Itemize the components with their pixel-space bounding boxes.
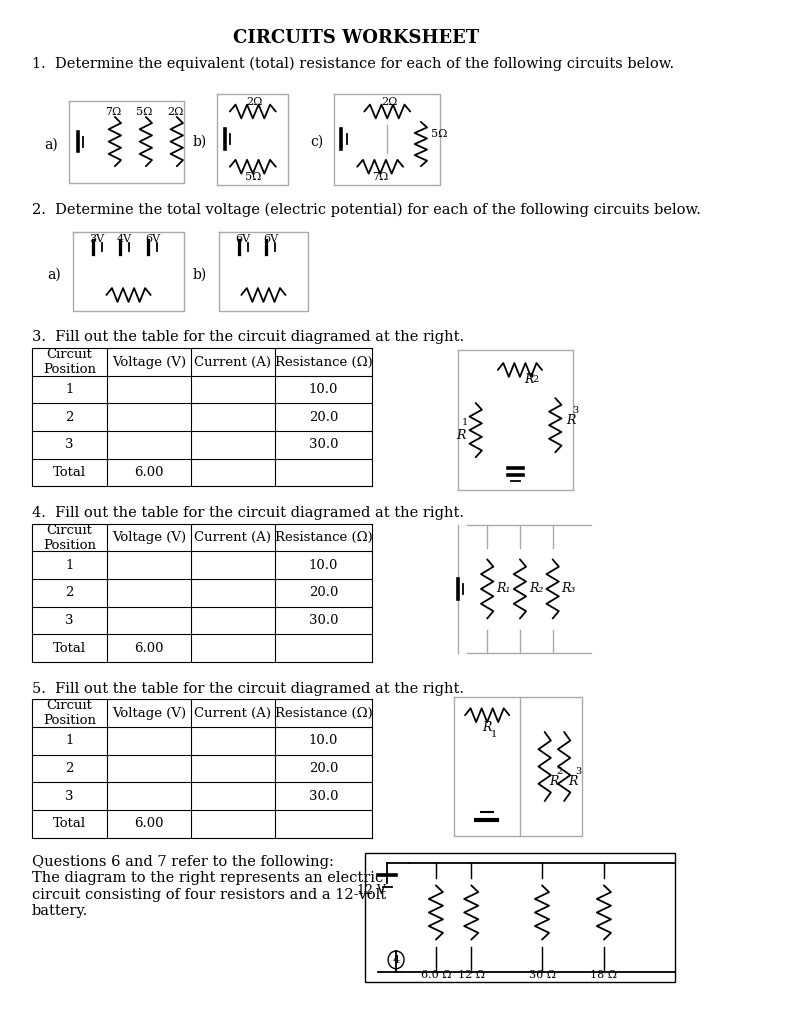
Text: R₃: R₃ bbox=[562, 583, 576, 595]
Text: 3: 3 bbox=[572, 406, 578, 415]
Text: 12 Ω: 12 Ω bbox=[458, 970, 485, 980]
Text: 4.  Fill out the table for the circuit diagramed at the right.: 4. Fill out the table for the circuit di… bbox=[32, 506, 464, 520]
Text: Questions 6 and 7 refer to the following:
The diagram to the right represents an: Questions 6 and 7 refer to the following… bbox=[32, 855, 386, 918]
Text: 2: 2 bbox=[556, 767, 562, 776]
Text: 2Ω: 2Ω bbox=[380, 96, 397, 106]
Text: 2Ω: 2Ω bbox=[167, 106, 184, 117]
Text: Total: Total bbox=[53, 642, 86, 654]
Text: R: R bbox=[524, 374, 534, 386]
Text: b): b) bbox=[192, 135, 206, 150]
Text: Current (A): Current (A) bbox=[195, 707, 271, 720]
Text: 6.0 Ω: 6.0 Ω bbox=[421, 970, 451, 980]
Text: 3: 3 bbox=[65, 790, 74, 803]
Text: 1: 1 bbox=[491, 730, 498, 739]
Text: 7Ω: 7Ω bbox=[372, 172, 388, 181]
Text: R: R bbox=[456, 429, 465, 441]
Text: 4: 4 bbox=[392, 954, 399, 965]
Text: 2: 2 bbox=[65, 762, 74, 775]
Text: 6V: 6V bbox=[236, 233, 251, 244]
Text: R: R bbox=[566, 414, 575, 427]
Text: Current (A): Current (A) bbox=[195, 531, 271, 544]
Text: 20.0: 20.0 bbox=[308, 411, 339, 424]
Text: 5Ω: 5Ω bbox=[431, 129, 448, 139]
Text: 2: 2 bbox=[532, 376, 539, 384]
Text: Total: Total bbox=[53, 466, 86, 479]
Text: 5.  Fill out the table for the circuit diagramed at the right.: 5. Fill out the table for the circuit di… bbox=[32, 682, 464, 695]
Text: 7Ω: 7Ω bbox=[105, 106, 121, 117]
Text: 6V: 6V bbox=[146, 233, 161, 244]
Text: 36 Ω: 36 Ω bbox=[528, 970, 555, 980]
Text: 5Ω: 5Ω bbox=[136, 106, 152, 117]
Text: Resistance (Ω): Resistance (Ω) bbox=[274, 531, 373, 544]
Text: R: R bbox=[569, 775, 578, 787]
Text: Current (A): Current (A) bbox=[195, 355, 271, 369]
Text: 6.00: 6.00 bbox=[134, 642, 164, 654]
Text: 6V: 6V bbox=[263, 233, 278, 244]
Text: 30.0: 30.0 bbox=[308, 614, 339, 627]
Text: R: R bbox=[549, 775, 558, 787]
Text: 6.00: 6.00 bbox=[134, 817, 164, 830]
Text: Resistance (Ω): Resistance (Ω) bbox=[274, 707, 373, 720]
Text: 4V: 4V bbox=[117, 233, 132, 244]
Text: 10.0: 10.0 bbox=[308, 383, 339, 396]
Text: 1: 1 bbox=[65, 734, 74, 748]
Text: 2.  Determine the total voltage (electric potential) for each of the following c: 2. Determine the total voltage (electric… bbox=[32, 203, 701, 217]
Text: 18 Ω: 18 Ω bbox=[590, 970, 618, 980]
Text: Circuit
Position: Circuit Position bbox=[43, 348, 96, 376]
Text: a): a) bbox=[47, 267, 61, 282]
Text: 5Ω: 5Ω bbox=[244, 172, 261, 181]
Text: 10.0: 10.0 bbox=[308, 734, 339, 748]
Text: Circuit
Position: Circuit Position bbox=[43, 523, 96, 552]
Text: c): c) bbox=[310, 135, 324, 150]
Text: 3.  Fill out the table for the circuit diagramed at the right.: 3. Fill out the table for the circuit di… bbox=[32, 331, 464, 344]
Text: Circuit
Position: Circuit Position bbox=[43, 699, 96, 727]
Bar bbox=[365, 853, 675, 982]
Text: R: R bbox=[483, 721, 492, 733]
Text: 30.0: 30.0 bbox=[308, 790, 339, 803]
Text: 3: 3 bbox=[576, 767, 582, 776]
Text: 2Ω: 2Ω bbox=[246, 96, 263, 106]
Text: 20.0: 20.0 bbox=[308, 587, 339, 599]
Text: 2: 2 bbox=[65, 587, 74, 599]
Text: b): b) bbox=[192, 267, 206, 282]
Text: 1: 1 bbox=[65, 559, 74, 571]
Text: R₁: R₁ bbox=[496, 583, 510, 595]
Text: Total: Total bbox=[53, 817, 86, 830]
Text: 30.0: 30.0 bbox=[308, 438, 339, 452]
Text: 1: 1 bbox=[65, 383, 74, 396]
Text: Voltage (V): Voltage (V) bbox=[112, 355, 186, 369]
Text: R₂: R₂ bbox=[528, 583, 543, 595]
Text: 10.0: 10.0 bbox=[308, 559, 339, 571]
Text: a): a) bbox=[44, 137, 59, 152]
Text: 1.  Determine the equivalent (total) resistance for each of the following circui: 1. Determine the equivalent (total) resi… bbox=[32, 56, 674, 71]
Text: Voltage (V): Voltage (V) bbox=[112, 531, 186, 544]
Text: 12 V: 12 V bbox=[357, 885, 386, 897]
Text: Resistance (Ω): Resistance (Ω) bbox=[274, 355, 373, 369]
Text: 2: 2 bbox=[65, 411, 74, 424]
Text: 6.00: 6.00 bbox=[134, 466, 164, 479]
Text: 1: 1 bbox=[462, 418, 468, 427]
Text: 20.0: 20.0 bbox=[308, 762, 339, 775]
Text: CIRCUITS WORKSHEET: CIRCUITS WORKSHEET bbox=[233, 29, 479, 47]
Text: 3: 3 bbox=[65, 438, 74, 452]
Text: 3: 3 bbox=[65, 614, 74, 627]
Text: 3V: 3V bbox=[89, 233, 104, 244]
Text: Voltage (V): Voltage (V) bbox=[112, 707, 186, 720]
